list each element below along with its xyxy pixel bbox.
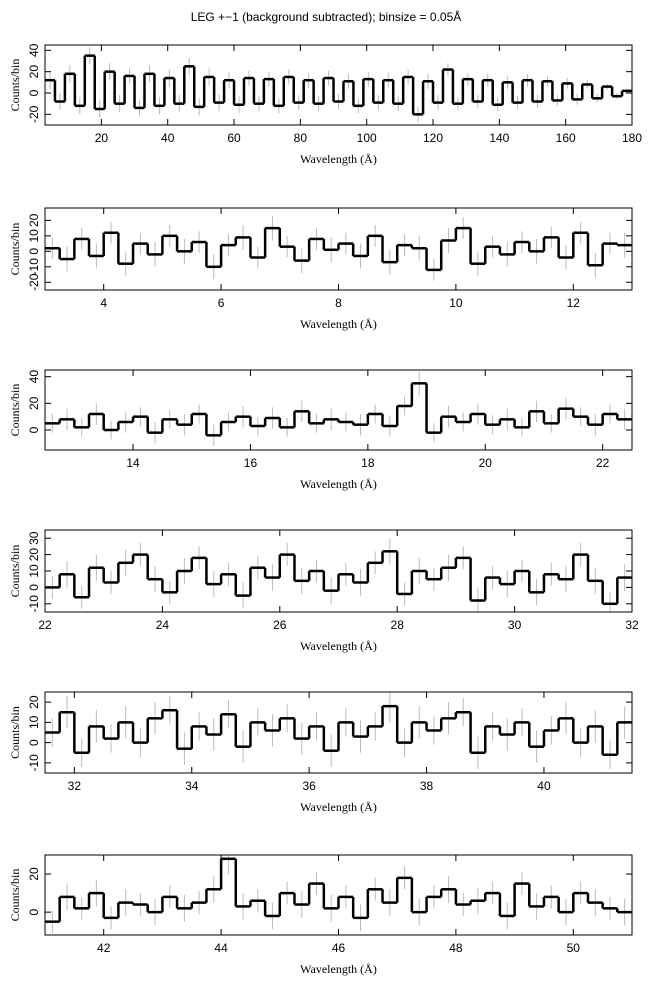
x-tick-label: 14: [126, 456, 140, 470]
step-connector: [58, 383, 619, 436]
x-tick-label: 22: [596, 456, 610, 470]
x-tick-label: 16: [244, 456, 258, 470]
frame: [44, 854, 633, 936]
panel: 4 6 8 10 12 -20-10 0 10 20 Wavelength (Å) Counts/b…: [8, 207, 633, 331]
panel: 32 34 36 38 40 -10 0 10 20 Wavelength (Å) Counts/b…: [8, 691, 633, 814]
x-tick-label: 20: [95, 131, 109, 145]
panel: 20 40 60 80 100 120 140 160 180 -20 0 20 40 Wavelengt…: [8, 43, 643, 165]
x-tick-label: 28: [391, 618, 405, 632]
panel: 42 44 46 48 50 0 20 Wavelength (Å) Counts/bin: [8, 854, 633, 976]
x-axis-label: Wavelength (Å): [300, 962, 377, 976]
step-connector: [58, 551, 619, 604]
x-tick-label: 42: [97, 941, 111, 955]
x-tick-label: 160: [556, 131, 576, 145]
x-axis-label: Wavelength (Å): [300, 800, 377, 814]
y-tick-label: 10: [27, 564, 41, 578]
x-tick-label: 8: [335, 296, 342, 310]
x-tick-label: 140: [489, 131, 509, 145]
x-tick-label: 4: [100, 296, 107, 310]
panel: 22 24 26 28 30 32 -10 0 10 20 30 Wavelength (Å) Coun…: [8, 529, 639, 653]
y-tick-label: 40: [27, 43, 41, 57]
frame: [44, 369, 633, 451]
y-tick-label: 20: [27, 867, 41, 881]
x-tick-label: 20: [479, 456, 493, 470]
y-tick-label: 20: [27, 695, 41, 709]
y-tick-label: 10: [27, 715, 41, 729]
x-tick-label: 80: [294, 131, 308, 145]
x-tick-label: 48: [449, 941, 463, 955]
y-tick-label: 20: [27, 396, 41, 410]
chart-title: LEG +−1 (background subtracted); binsize…: [191, 9, 462, 24]
y-axis-label: Counts/bin: [8, 545, 22, 598]
plot-area: [45, 47, 632, 122]
plot-area: [45, 371, 632, 446]
x-axis-label: Wavelength (Å): [300, 152, 377, 166]
panel: 14 16 18 20 22 0 20 40 Wavelength (Å) Counts/bin: [8, 369, 633, 491]
x-tick-label: 30: [508, 618, 522, 632]
x-tick-label: 10: [449, 296, 463, 310]
x-tick-label: 24: [156, 618, 170, 632]
x-tick-label: 120: [423, 131, 443, 145]
x-tick-label: 100: [357, 131, 377, 145]
x-tick-label: 180: [622, 131, 642, 145]
x-tick-label: 34: [185, 779, 199, 793]
step-connector: [58, 858, 619, 922]
y-tick-label: 40: [27, 370, 41, 384]
frame: [44, 44, 633, 126]
x-axis-label: Wavelength (Å): [300, 317, 377, 331]
y-tick-label: 20: [27, 65, 41, 79]
y-axis-label: Counts/bin: [8, 223, 22, 276]
x-tick-label: 12: [567, 296, 581, 310]
y-axis-label: Counts/bin: [8, 384, 22, 437]
x-tick-label: 32: [625, 618, 639, 632]
y-tick-label: 30: [27, 531, 41, 545]
x-tick-label: 46: [332, 941, 346, 955]
x-tick-label: 32: [68, 779, 82, 793]
y-tick-label: 0: [27, 908, 41, 915]
y-tick-label: 20: [27, 213, 41, 227]
x-tick-label: 18: [361, 456, 375, 470]
plot-area: [45, 215, 632, 281]
y-axis-label: Counts/bin: [8, 869, 22, 922]
y-tick-label: -20: [27, 105, 41, 123]
x-axis-label: Wavelength (Å): [300, 477, 377, 491]
step-connector: [53, 55, 624, 115]
x-tick-label: 40: [537, 779, 551, 793]
y-tick-label: -20: [27, 273, 41, 291]
y-tick-label: 10: [27, 229, 41, 243]
x-tick-label: 6: [218, 296, 225, 310]
plot-area: [45, 538, 632, 612]
x-axis-label: Wavelength (Å): [300, 639, 377, 653]
step-connector: [58, 228, 619, 270]
frame: [44, 529, 633, 613]
plot-area: [45, 692, 632, 769]
x-tick-label: 38: [420, 779, 434, 793]
y-tick-label: 0: [27, 739, 41, 746]
x-tick-label: 50: [567, 941, 581, 955]
x-tick-label: 44: [214, 941, 228, 955]
x-tick-label: 40: [161, 131, 175, 145]
y-tick-label: -10: [27, 595, 41, 613]
y-tick-label: 0: [27, 248, 41, 255]
y-tick-label: 20: [27, 548, 41, 562]
x-tick-label: 60: [227, 131, 241, 145]
y-tick-label: 0: [27, 89, 41, 96]
x-tick-label: 36: [302, 779, 316, 793]
y-tick-label: 0: [27, 584, 41, 591]
x-tick-label: 22: [38, 618, 52, 632]
y-tick-label: 0: [27, 426, 41, 433]
y-axis-label: Counts/bin: [8, 59, 22, 112]
x-tick-label: 26: [273, 618, 287, 632]
plot-area: [45, 855, 632, 934]
y-tick-label: -10: [27, 258, 41, 276]
frame: [44, 691, 633, 774]
y-tick-label: -10: [27, 754, 41, 772]
y-axis-label: Counts/bin: [8, 706, 22, 759]
step-connector: [58, 706, 619, 755]
